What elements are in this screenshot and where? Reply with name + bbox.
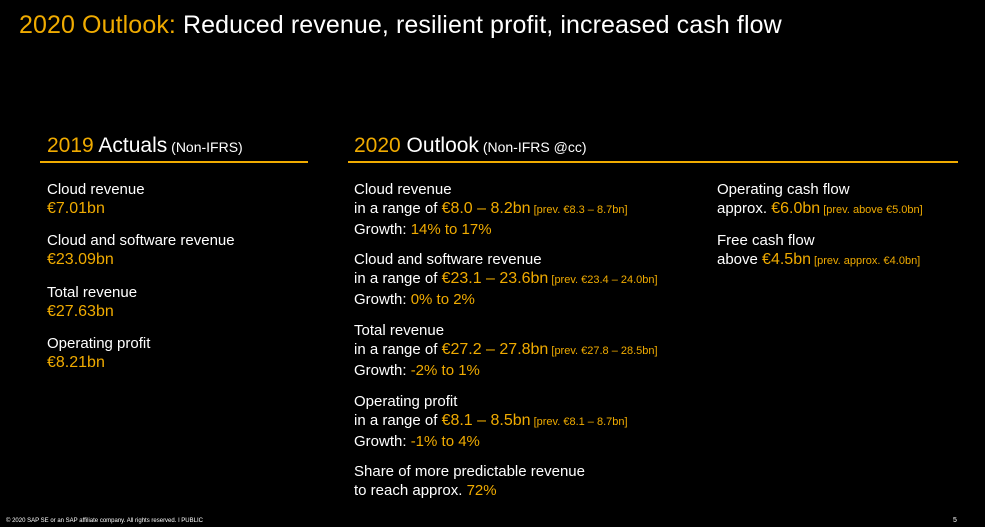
- range-prefix: in a range of: [354, 200, 442, 217]
- growth-label: Growth:: [354, 291, 411, 308]
- range-value: €27.2 – 27.8bn: [441, 341, 549, 358]
- cash-previous: [prev. above €5.0bn]: [820, 204, 923, 216]
- outlook-item-range-line: in a range of €27.2 – 27.8bn [prev. €27.…: [354, 340, 658, 361]
- previous-range: [prev. €23.4 – 24.0bn]: [548, 274, 658, 286]
- outlook-item: Operating profit in a range of €8.1 – 8.…: [354, 392, 628, 451]
- cash-previous: [prev. approx. €4.0bn]: [810, 255, 921, 267]
- growth-label: Growth:: [354, 362, 411, 379]
- cash-item: Free cash flow above €4.5bn [prev. appro…: [717, 231, 920, 271]
- growth-value: -1% to 4%: [410, 433, 480, 450]
- outlook-heading-label: Outlook: [400, 134, 479, 157]
- share-line: to reach approx. 72%: [354, 481, 585, 500]
- copyright-footer: © 2020 SAP SE or an SAP affiliate compan…: [6, 518, 203, 524]
- actuals-item: Total revenue €27.63bn: [47, 283, 137, 321]
- actuals-item-value: €7.01bn: [47, 200, 105, 217]
- outlook-heading-year: 2020: [354, 134, 401, 157]
- actuals-heading-note: (Non-IFRS): [167, 139, 243, 155]
- growth-label: Growth:: [354, 221, 411, 238]
- growth-value: -2% to 1%: [410, 362, 480, 379]
- actuals-heading-year: 2019: [47, 134, 94, 157]
- outlook-item-label: Cloud revenue: [354, 181, 452, 198]
- actuals-item: Cloud revenue €7.01bn: [47, 180, 145, 218]
- outlook-heading-note: (Non-IFRS @cc): [478, 139, 587, 155]
- cash-item-value-line: above €4.5bn [prev. approx. €4.0bn]: [717, 250, 920, 271]
- title-text: Reduced revenue, resilient profit, incre…: [175, 11, 782, 39]
- previous-range: [prev. €27.8 – 28.5bn]: [548, 345, 658, 357]
- outlook-item-range-line: in a range of €8.0 – 8.2bn [prev. €8.3 –…: [354, 199, 628, 220]
- actuals-item-label: Total revenue: [47, 284, 138, 301]
- actuals-item-value: €8.21bn: [47, 354, 105, 371]
- range-prefix: in a range of: [354, 412, 442, 429]
- actuals-item-label: Cloud and software revenue: [47, 232, 235, 249]
- share-label: Share of more predictable revenue: [354, 463, 585, 480]
- actuals-item-value: €27.63bn: [47, 303, 114, 320]
- outlook-item-label: Cloud and software revenue: [354, 251, 542, 268]
- cash-prefix: above: [717, 251, 763, 268]
- outlook-item-range-line: in a range of €23.1 – 23.6bn [prev. €23.…: [354, 269, 658, 290]
- actuals-heading: 2019 Actuals (Non-IFRS): [47, 134, 243, 158]
- outlook-item-range-line: in a range of €8.1 – 8.5bn [prev. €8.1 –…: [354, 411, 628, 432]
- growth-value: 0% to 2%: [410, 291, 475, 308]
- title-highlight: 2020 Outlook:: [19, 11, 176, 39]
- outlook-divider: [348, 161, 958, 163]
- outlook-item: Cloud revenue in a range of €8.0 – 8.2bn…: [354, 180, 628, 239]
- outlook-item-label: Operating profit: [354, 393, 458, 410]
- actuals-item: Cloud and software revenue €23.09bn: [47, 231, 235, 269]
- cash-item-label: Operating cash flow: [717, 181, 850, 198]
- range-value: €23.1 – 23.6bn: [441, 270, 549, 287]
- slide-title: 2020 Outlook: Reduced revenue, resilient…: [19, 11, 782, 40]
- actuals-heading-label: Actuals: [93, 134, 168, 157]
- actuals-item-value: €23.09bn: [47, 251, 114, 268]
- outlook-share: Share of more predictable revenue to rea…: [354, 462, 585, 500]
- actuals-item-label: Cloud revenue: [47, 181, 145, 198]
- outlook-item-growth-line: Growth: -2% to 1%: [354, 361, 658, 380]
- growth-label: Growth:: [354, 433, 411, 450]
- previous-range: [prev. €8.3 – 8.7bn]: [530, 204, 628, 216]
- outlook-item: Cloud and software revenue in a range of…: [354, 250, 658, 309]
- cash-item: Operating cash flow approx. €6.0bn [prev…: [717, 180, 923, 220]
- growth-value: 14% to 17%: [410, 221, 492, 238]
- range-value: €8.1 – 8.5bn: [441, 412, 531, 429]
- cash-prefix: approx.: [717, 200, 772, 217]
- actuals-divider: [40, 161, 308, 163]
- outlook-heading: 2020 Outlook (Non-IFRS @cc): [354, 134, 587, 158]
- outlook-item-growth-line: Growth: -1% to 4%: [354, 432, 628, 451]
- cash-item-label: Free cash flow: [717, 232, 815, 249]
- actuals-item-label: Operating profit: [47, 335, 151, 352]
- cash-value: €4.5bn: [762, 251, 811, 268]
- page-number: 5: [953, 517, 957, 524]
- cash-value: €6.0bn: [771, 200, 821, 217]
- outlook-item-growth-line: Growth: 14% to 17%: [354, 220, 628, 239]
- actuals-item: Operating profit €8.21bn: [47, 334, 150, 372]
- outlook-item-label: Total revenue: [354, 322, 445, 339]
- range-value: €8.0 – 8.2bn: [441, 200, 531, 217]
- previous-range: [prev. €8.1 – 8.7bn]: [530, 416, 628, 428]
- outlook-item-growth-line: Growth: 0% to 2%: [354, 290, 658, 309]
- cash-item-value-line: approx. €6.0bn [prev. above €5.0bn]: [717, 199, 923, 220]
- share-prefix: to reach approx.: [354, 482, 467, 499]
- outlook-item: Total revenue in a range of €27.2 – 27.8…: [354, 321, 658, 380]
- share-value: 72%: [466, 482, 497, 499]
- range-prefix: in a range of: [354, 270, 442, 287]
- range-prefix: in a range of: [354, 341, 442, 358]
